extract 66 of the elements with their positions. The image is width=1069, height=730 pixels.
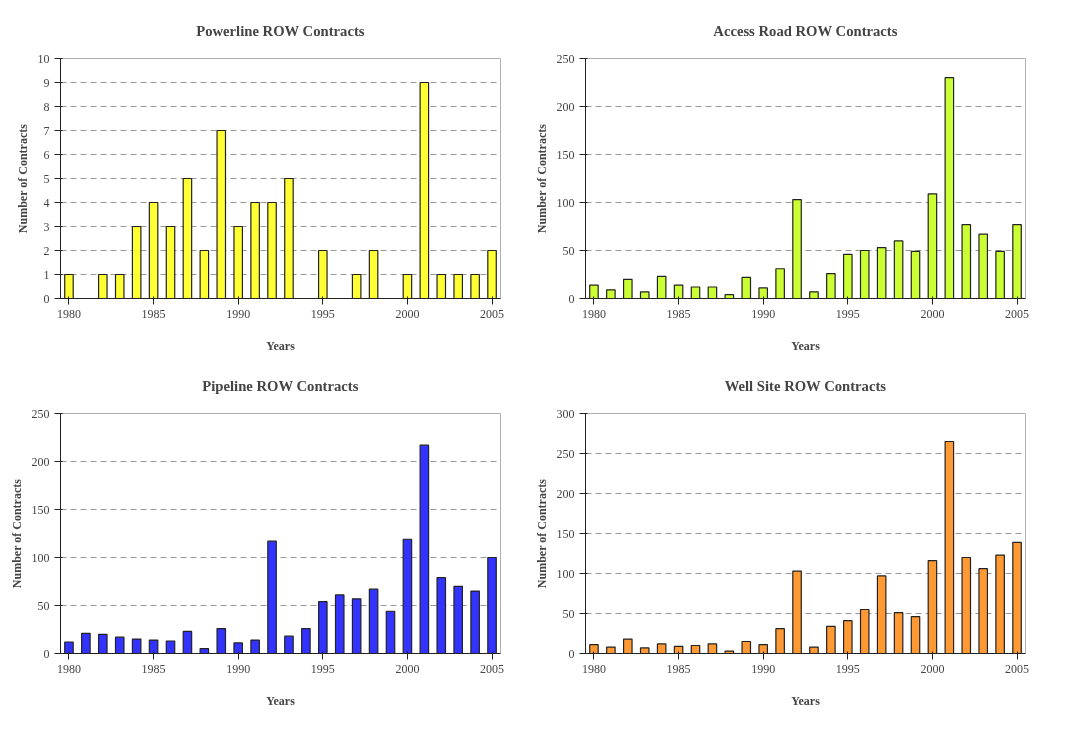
y-axis-title: Number of Contracts: [9, 478, 24, 589]
x-tick-label: 2005: [480, 661, 505, 676]
y-tick-label: 150: [556, 147, 575, 162]
x-tick-label: 1995: [310, 661, 335, 676]
y-tick-label: 5: [43, 171, 50, 186]
x-tick-label: 1980: [581, 661, 606, 676]
y-tick-label: 150: [31, 502, 50, 517]
x-axis-title: Years: [266, 338, 296, 353]
x-tick-label: 2005: [1005, 306, 1030, 321]
y-tick-label: 150: [556, 526, 575, 541]
chart-title: Access Road ROW Contracts: [713, 22, 898, 39]
y-tick-label: 0: [568, 646, 575, 661]
y-tick-label: 250: [556, 51, 575, 66]
y-tick-label: 300: [556, 406, 575, 421]
y-tick-label: 10: [37, 51, 50, 66]
y-tick-label: 100: [556, 195, 575, 210]
y-tick-label: 50: [562, 606, 575, 621]
x-tick-label: 1985: [141, 306, 166, 321]
x-tick-label: 1990: [751, 661, 776, 676]
y-axis-title: Number of Contracts: [534, 123, 549, 234]
y-tick-label: 1: [43, 267, 50, 282]
y-tick-label: 100: [556, 566, 575, 581]
x-tick-label: 1990: [226, 661, 251, 676]
x-tick-label: 1990: [751, 306, 776, 321]
x-tick-label: 1980: [56, 661, 81, 676]
y-tick-label: 50: [37, 598, 50, 613]
y-axis-title: Number of Contracts: [534, 478, 549, 589]
x-tick-label: 1985: [141, 661, 166, 676]
x-tick-label: 1980: [581, 306, 606, 321]
y-tick-label: 200: [556, 486, 575, 501]
x-tick-label: 1980: [56, 306, 81, 321]
y-tick-label: 0: [568, 291, 575, 306]
x-tick-label: 2000: [920, 661, 945, 676]
y-tick-label: 250: [556, 446, 575, 461]
y-tick-label: 0: [43, 291, 50, 306]
x-tick-label: 1990: [226, 306, 251, 321]
chart-title: Powerline ROW Contracts: [196, 22, 365, 39]
x-axis-title: Years: [791, 338, 821, 353]
x-tick-label: 2005: [1005, 661, 1030, 676]
y-tick-label: 200: [31, 454, 50, 469]
x-tick-label: 1985: [666, 661, 691, 676]
y-tick-label: 4: [43, 195, 50, 210]
y-tick-label: 0: [43, 646, 50, 661]
y-tick-label: 250: [31, 406, 50, 421]
y-tick-label: 8: [43, 99, 50, 114]
y-tick-label: 50: [562, 243, 575, 258]
y-tick-label: 7: [43, 123, 50, 138]
y-tick-label: 3: [43, 219, 50, 234]
x-tick-label: 2000: [920, 306, 945, 321]
chart-title: Well Site ROW Contracts: [724, 377, 887, 394]
y-tick-label: 200: [556, 99, 575, 114]
y-tick-label: 100: [31, 550, 50, 565]
x-tick-label: 2000: [395, 661, 420, 676]
x-tick-label: 2005: [480, 306, 505, 321]
x-axis-title: Years: [266, 693, 296, 708]
y-tick-label: 6: [43, 147, 50, 162]
y-axis-title: Number of Contracts: [15, 123, 30, 234]
y-tick-label: 9: [43, 75, 50, 90]
chart-title: Pipeline ROW Contracts: [202, 377, 359, 394]
x-axis-title: Years: [791, 693, 821, 708]
x-tick-label: 1995: [310, 306, 335, 321]
x-tick-label: 1995: [835, 306, 860, 321]
y-tick-label: 2: [43, 243, 50, 258]
x-tick-label: 1985: [666, 306, 691, 321]
x-tick-label: 1995: [835, 661, 860, 676]
x-tick-label: 2000: [395, 306, 420, 321]
